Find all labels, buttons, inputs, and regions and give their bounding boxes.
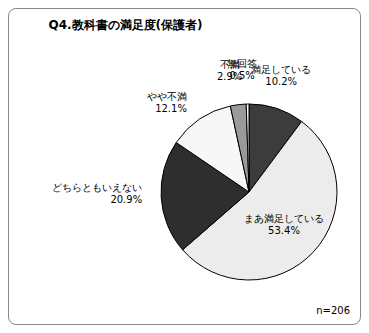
svg-text:無回答0.5%: 無回答0.5% <box>227 58 257 81</box>
svg-text:やや不満12.1%: やや不満12.1% <box>147 91 187 114</box>
svg-text:どちらともいえない20.9%: どちらともいえない20.9% <box>52 182 142 205</box>
svg-text:まあ満足している53.4%: まあ満足している53.4% <box>244 213 324 236</box>
svg-text:満足している10.2%: 満足している10.2% <box>251 64 311 87</box>
